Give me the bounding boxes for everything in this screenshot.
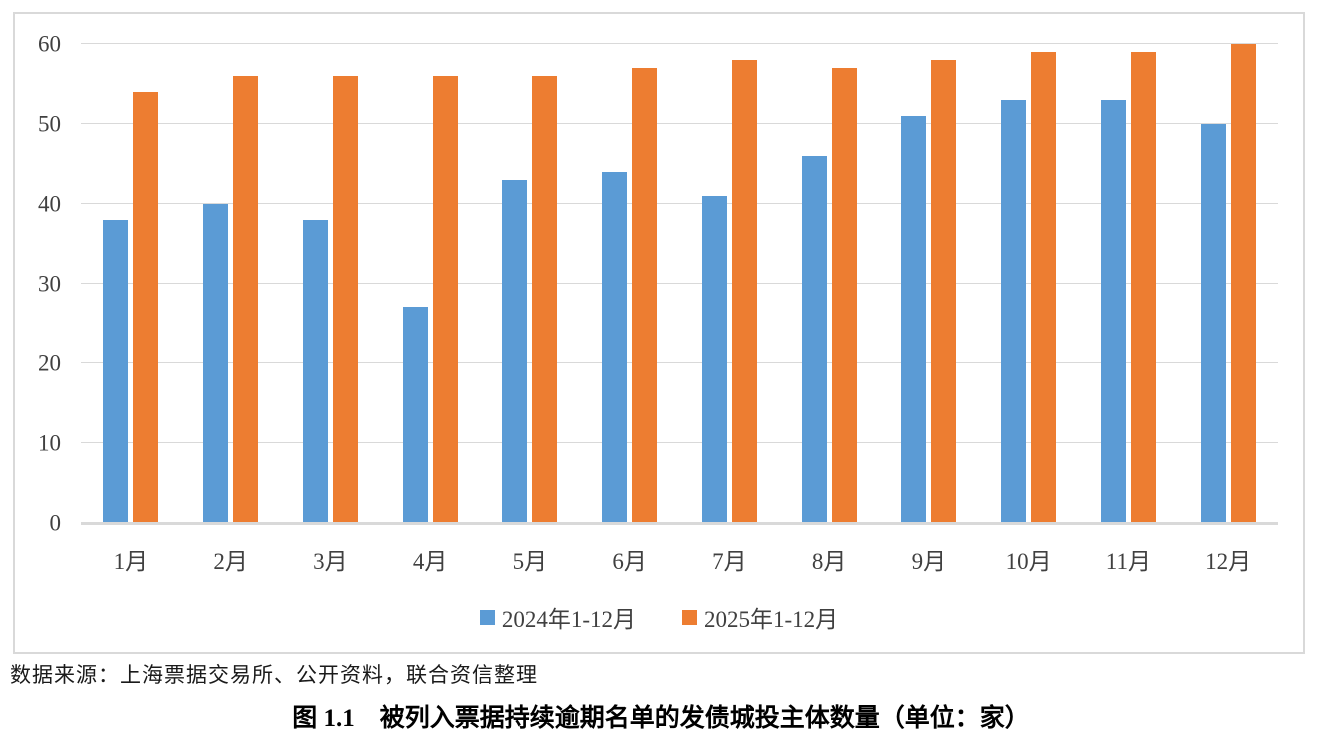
y-axis-labels: 0 10 20 30 40 50 60 <box>15 33 61 535</box>
x-tick-label: 6月 <box>612 549 647 574</box>
bar-2025年1-12月-10月 <box>1031 51 1057 523</box>
gridline <box>81 202 1278 204</box>
bar-2024年1-12月-11月 <box>1100 99 1126 523</box>
gridline <box>81 43 1278 44</box>
bar-group-7月 <box>680 44 780 523</box>
bar-group-8月 <box>779 44 879 523</box>
chart-area: 0 10 20 30 40 50 60 1月 2月 3月 4月 5月 6月 7月 8月 9月 10月 11月 12… <box>13 12 1305 654</box>
x-tick-label: 7月 <box>712 549 747 574</box>
bar-2025年1-12月-7月 <box>731 59 757 523</box>
y-tick-label: 50 <box>38 111 61 137</box>
bar-group-5月 <box>480 44 580 523</box>
bar-2024年1-12月-9月 <box>901 115 927 523</box>
x-axis-line <box>81 522 1278 525</box>
legend: 2024年1-12月 2025年1-12月 <box>15 600 1303 634</box>
plot-area <box>81 43 1278 525</box>
bar-2025年1-12月-12月 <box>1230 44 1256 523</box>
bar-2024年1-12月-8月 <box>801 155 827 523</box>
bar-group-1月 <box>81 44 181 523</box>
gridlines <box>81 43 1278 523</box>
bar-2025年1-12月-3月 <box>332 75 358 523</box>
bar-2025年1-12月-6月 <box>632 67 658 523</box>
bar-2025年1-12月-1月 <box>133 91 159 523</box>
legend-item-2025: 2025年1-12月 <box>682 600 838 634</box>
y-tick-label: 0 <box>49 510 62 536</box>
bar-2024年1-12月-1月 <box>103 219 129 523</box>
x-tick-label: 10月 <box>1005 549 1052 574</box>
bar-2024年1-12月-4月 <box>402 307 428 523</box>
legend-label-2025: 2025年1-12月 <box>704 607 839 632</box>
bar-group-9月 <box>879 44 979 523</box>
bar-2024年1-12月-7月 <box>701 195 727 523</box>
x-axis-labels: 1月 2月 3月 4月 5月 6月 7月 8月 9月 10月 11月 12月 <box>81 534 1278 576</box>
legend-item-2024: 2024年1-12月 <box>479 600 636 634</box>
y-tick-label: 20 <box>38 350 61 376</box>
x-tick-label: 1月 <box>113 549 149 574</box>
bar-group-3月 <box>281 44 381 523</box>
x-tick-label: 9月 <box>911 549 947 574</box>
y-tick-label: 60 <box>38 31 61 57</box>
bar-group-6月 <box>580 44 680 523</box>
bar-2025年1-12月-4月 <box>432 75 458 523</box>
bar-2024年1-12月-10月 <box>1001 99 1027 523</box>
bar-2025年1-12月-11月 <box>1130 51 1156 523</box>
bar-group-10月 <box>979 44 1079 523</box>
bar-2025年1-12月-2月 <box>233 75 259 523</box>
figure-title: 图 1.1 被列入票据持续逾期名单的发债城投主体数量（单位：家） <box>292 705 1030 732</box>
legend-swatch-2025 <box>682 609 697 625</box>
bar-2025年1-12月-5月 <box>532 75 558 523</box>
y-tick-label: 40 <box>38 191 61 217</box>
x-tick-label: 8月 <box>811 549 847 574</box>
gridline <box>81 442 1278 444</box>
bar-groups <box>81 44 1278 523</box>
bar-2025年1-12月-8月 <box>831 67 857 523</box>
legend-label-2024: 2024年1-12月 <box>501 607 636 632</box>
bar-2024年1-12月-3月 <box>302 219 328 523</box>
gridline <box>81 282 1278 284</box>
bar-group-2月 <box>181 44 281 523</box>
gridline <box>81 122 1278 124</box>
x-tick-label: 12月 <box>1205 549 1252 574</box>
bar-2025年1-12月-9月 <box>931 59 957 523</box>
bar-2024年1-12月-5月 <box>502 179 528 523</box>
x-tick-label: 3月 <box>313 549 348 574</box>
legend-swatch-2024 <box>479 609 495 625</box>
x-tick-label: 11月 <box>1105 549 1151 574</box>
gridline <box>81 362 1278 364</box>
x-tick-label: 4月 <box>412 549 448 574</box>
bar-group-12月 <box>1178 44 1278 523</box>
bar-2024年1-12月-12月 <box>1200 123 1226 523</box>
bar-group-11月 <box>1079 44 1179 523</box>
y-tick-label: 10 <box>38 430 61 456</box>
source-note: 数据来源：上海票据交易所、公开资料，联合资信整理 <box>10 663 538 687</box>
bar-group-4月 <box>380 44 480 523</box>
bar-2024年1-12月-6月 <box>602 171 628 523</box>
x-tick-label: 2月 <box>213 549 248 574</box>
bar-2024年1-12月-2月 <box>203 203 229 523</box>
y-tick-label: 30 <box>38 271 61 296</box>
x-tick-label: 5月 <box>512 549 548 574</box>
